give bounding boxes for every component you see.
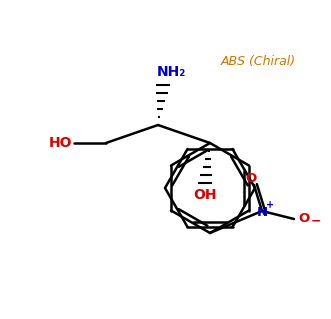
Text: ABS (Chiral): ABS (Chiral) bbox=[220, 56, 296, 69]
Text: O: O bbox=[298, 212, 309, 226]
Text: −: − bbox=[311, 214, 321, 227]
Text: HO: HO bbox=[48, 136, 72, 150]
Text: OH: OH bbox=[193, 188, 217, 202]
Text: O: O bbox=[245, 173, 257, 186]
Text: NH₂: NH₂ bbox=[156, 65, 186, 79]
Text: N: N bbox=[257, 206, 267, 219]
Text: +: + bbox=[266, 200, 274, 210]
